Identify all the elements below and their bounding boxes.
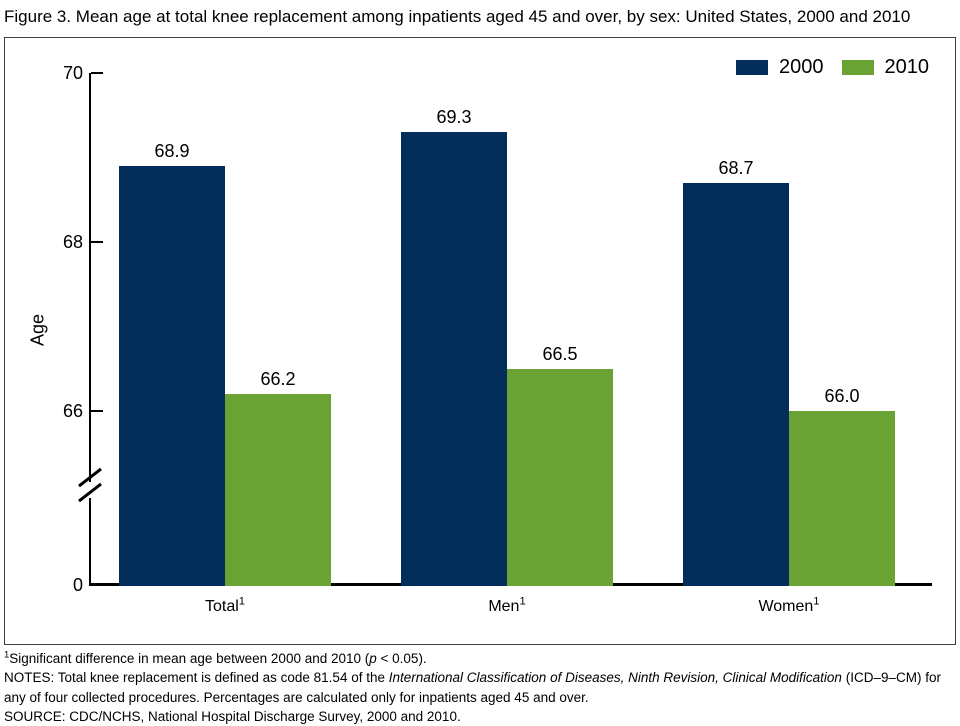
bar-2010-men	[507, 369, 613, 586]
footnotes: 1Significant difference in mean age betw…	[4, 649, 956, 726]
y-tick-label: 68	[62, 232, 83, 253]
y-tick	[91, 72, 103, 74]
footnote-source: SOURCE: CDC/NCHS, National Hospital Disc…	[4, 708, 461, 724]
footnote-marker: 1	[4, 649, 10, 661]
y-axis-line	[89, 498, 91, 586]
bar-2000-total	[119, 166, 225, 586]
category-footnote-marker: 1	[238, 595, 246, 608]
category-footnote-marker: 1	[519, 595, 526, 608]
bar-value-label: 66.2	[260, 369, 296, 390]
y-tick-label: 70	[62, 63, 83, 83]
y-tick-label: 66	[62, 401, 83, 422]
footnote-notes: NOTES: Total knee replacement is defined…	[4, 670, 941, 705]
y-origin-label: 0	[72, 575, 83, 595]
legend-label-2010: 2010	[884, 56, 930, 78]
legend-label-2000: 2000	[779, 56, 824, 78]
legend: 2000 2010	[736, 57, 929, 77]
bar-value-label: 66.0	[824, 386, 860, 407]
chart-frame: 2000 2010 70 68 66 0 Age 68.9 66.2 Total1 69.3 66.…	[4, 37, 956, 645]
bar-value-label: 68.9	[154, 141, 190, 162]
y-axis-line	[89, 73, 91, 482]
bar-2000-women	[683, 182, 789, 586]
y-tick	[91, 241, 103, 244]
figure-title: Figure 3. Mean age at total knee replace…	[4, 7, 911, 26]
category-label-total: Total1	[204, 595, 246, 615]
bar-2010-women	[789, 411, 895, 586]
category-footnote-marker: 1	[813, 595, 820, 608]
legend-item-2000: 2000	[736, 57, 824, 77]
category-label-men: Men1	[488, 595, 526, 615]
bar-2000-men	[401, 132, 507, 586]
bar-2010-total	[225, 394, 331, 586]
legend-swatch-2000	[736, 59, 768, 75]
y-tick	[91, 410, 103, 413]
bar-value-label: 68.7	[718, 157, 754, 178]
legend-swatch-2010	[841, 59, 874, 75]
y-axis-title: Age	[27, 313, 48, 347]
category-label-women: Women1	[758, 595, 820, 615]
bar-value-label: 69.3	[436, 107, 472, 128]
footnote-significance: 1Significant difference in mean age betw…	[4, 649, 427, 666]
bar-value-label: 66.5	[542, 344, 578, 365]
legend-item-2010: 2010	[841, 56, 930, 78]
